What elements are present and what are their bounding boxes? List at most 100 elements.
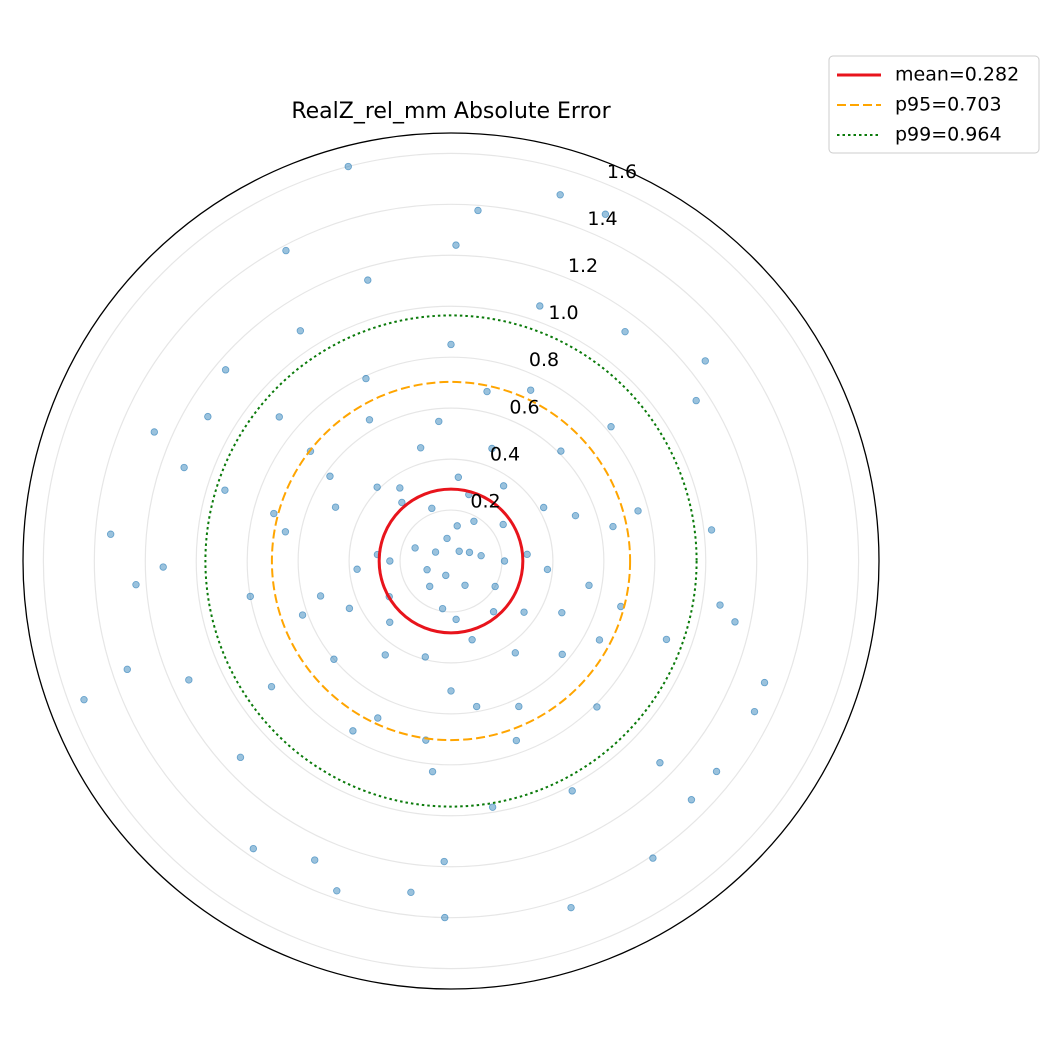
r-tick-label: 1.6 — [607, 161, 637, 183]
point — [617, 602, 625, 611]
legend-label: p95=0.703 — [895, 94, 1002, 116]
point — [270, 509, 278, 518]
point — [373, 483, 381, 491]
point — [526, 386, 535, 394]
point — [185, 676, 193, 684]
reference-circle — [377, 487, 525, 635]
point — [123, 665, 131, 674]
point — [345, 604, 354, 613]
point — [423, 566, 431, 574]
point — [246, 592, 254, 601]
point — [421, 653, 429, 661]
point — [687, 796, 696, 804]
grid-circle — [399, 509, 503, 613]
point — [180, 463, 188, 472]
point — [634, 507, 642, 515]
point — [333, 887, 341, 895]
point — [441, 913, 449, 922]
point — [489, 608, 498, 616]
point — [483, 387, 491, 396]
chart-title: RealZ_rel_mm Absolute Error — [291, 99, 611, 124]
point — [593, 703, 601, 711]
legend-box — [828, 55, 1040, 154]
point — [150, 428, 158, 436]
point — [386, 557, 394, 565]
point — [511, 649, 519, 657]
point — [515, 702, 523, 711]
point — [386, 618, 394, 626]
grid-circle — [246, 356, 656, 766]
point — [344, 162, 352, 171]
point — [601, 210, 610, 218]
reference-circle — [204, 314, 698, 808]
point — [442, 571, 450, 580]
r-tick-label: 0.4 — [490, 443, 520, 465]
r-tick-label: 0.6 — [509, 396, 539, 418]
point — [452, 615, 460, 624]
point — [407, 888, 415, 897]
point — [536, 302, 544, 310]
point — [712, 767, 721, 776]
point — [567, 903, 575, 912]
point — [472, 702, 481, 711]
point — [353, 565, 361, 573]
point — [465, 548, 474, 557]
legend-label: mean=0.282 — [895, 64, 1019, 86]
point — [428, 504, 436, 513]
point — [500, 557, 509, 565]
point — [499, 520, 507, 529]
grid-circle — [297, 407, 605, 715]
point — [326, 472, 334, 480]
point — [662, 635, 671, 644]
point — [447, 340, 455, 349]
r-tick-label: 1.0 — [548, 302, 578, 324]
point — [316, 592, 325, 600]
grid-circle — [144, 254, 758, 868]
point — [159, 563, 167, 571]
point — [416, 444, 425, 452]
legend-label: p99=0.964 — [895, 124, 1002, 146]
point — [381, 651, 389, 659]
r-tick-label: 0.8 — [529, 349, 559, 371]
tick-labels: 0.2 0.4 0.6 0.8 1.0 1.2 1.4 1.6 — [470, 161, 637, 513]
point — [621, 327, 629, 336]
point — [411, 544, 419, 552]
reference-circle — [270, 380, 632, 742]
point — [731, 618, 739, 626]
point — [349, 727, 357, 735]
point — [491, 582, 499, 591]
point — [556, 191, 564, 199]
point — [454, 473, 463, 481]
point — [609, 522, 617, 531]
grid-circle — [195, 305, 707, 817]
point — [656, 759, 664, 767]
polar-frame — [22, 132, 880, 990]
r-tick-label: 0.2 — [470, 490, 500, 512]
point — [396, 484, 404, 492]
point — [607, 423, 615, 431]
point — [374, 714, 382, 722]
point — [331, 503, 340, 511]
grid-circle — [348, 458, 554, 664]
point — [750, 707, 759, 716]
point — [249, 844, 258, 853]
point — [701, 357, 709, 365]
point — [282, 246, 290, 255]
point — [568, 787, 576, 795]
point — [558, 650, 566, 659]
point — [398, 498, 406, 507]
point — [692, 396, 700, 405]
legend: mean=0.282 p95=0.703 p99=0.964 — [828, 55, 1040, 154]
point — [204, 412, 212, 421]
point — [539, 503, 548, 512]
point — [488, 803, 497, 811]
point — [362, 374, 370, 383]
point — [106, 530, 115, 538]
point — [132, 580, 140, 589]
point — [364, 276, 372, 284]
point — [474, 206, 482, 215]
r-tick-label: 1.2 — [568, 255, 598, 277]
point — [447, 687, 455, 695]
